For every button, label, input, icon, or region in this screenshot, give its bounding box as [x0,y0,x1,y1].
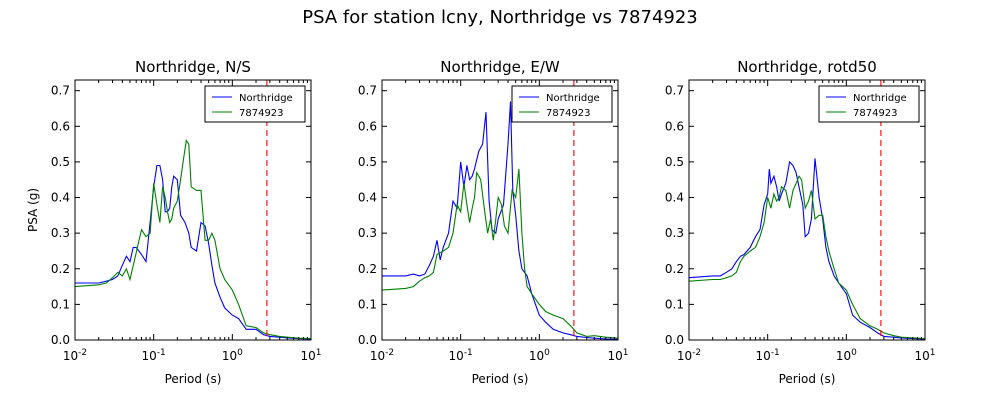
series-line-northridge [75,164,311,340]
y-tick-label: 0.5 [358,155,377,169]
legend: Northridge 7874923 [511,85,613,123]
y-tick-label: 0.0 [358,333,377,347]
chart-panel-2: 0.0 0.1 0.2 0.3 0.4 0.5 0.6 0.7 10-2 10-1 100 101 No… [358,58,629,386]
legend-label: 7874923 [546,108,591,119]
y-tick-label: 0.5 [51,155,70,169]
y-tick-label: 0.0 [51,333,70,347]
x-tick-label: 10-2 [370,348,394,363]
y-tick-label: 0.1 [665,297,684,311]
y-tick-label: 0.2 [665,262,684,276]
legend-box [511,85,613,123]
x-tick-label: 101 [914,348,935,363]
axes-frame [74,79,312,341]
y-tick-label: 0.2 [358,262,377,276]
series-line-7874923 [75,139,311,340]
y-tick-label: 0.4 [51,191,70,205]
y-tick-label: 0.3 [51,226,70,240]
chart-panel-3: 0.0 0.1 0.2 0.3 0.4 0.5 0.6 0.7 10-2 10-1 100 101 No… [665,58,936,386]
y-tick-label: 0.6 [358,119,377,133]
figure-suptitle: PSA for station lcny, Northridge vs 7874… [302,7,698,28]
x-tick-label: 10-2 [63,348,87,363]
chart-panel-1: 0.0 0.1 0.2 0.3 0.4 0.5 0.6 0.7 10-2 10-1 100 101 No… [26,58,322,386]
axes-frame [688,79,926,341]
axes-frame [381,79,619,341]
x-axis-label: Period (s) [165,372,222,386]
x-tick-label: 100 [222,348,243,363]
y-tick-label: 0.4 [665,191,684,205]
x-tick-label: 100 [836,348,857,363]
y-tick-label: 0.2 [51,262,70,276]
y-tick-label: 0.3 [665,226,684,240]
y-tick-label: 0.4 [358,191,377,205]
x-axis-label: Period (s) [472,372,529,386]
legend-label: Northridge [546,93,600,104]
legend-label: Northridge [853,93,907,104]
legend-label: 7874923 [853,108,898,119]
panel-title: Northridge, N/S [135,58,251,76]
y-tick-label: 0.7 [51,84,70,98]
legend: Northridge 7874923 [204,85,306,123]
panel-title: Northridge, rotd50 [737,58,877,76]
series-line-7874923 [689,175,925,340]
y-tick-label: 0.3 [358,226,377,240]
x-tick-label: 10-2 [677,348,701,363]
x-tick-label: 10-1 [449,348,473,363]
y-tick-label: 0.0 [665,333,684,347]
x-tick-label: 100 [529,348,550,363]
x-tick-label: 101 [300,348,321,363]
series-line-7874923 [382,168,618,339]
series-line-northridge [689,158,925,340]
legend-label: 7874923 [239,108,284,119]
x-tick-label: 10-1 [142,348,166,363]
y-tick-label: 0.5 [665,155,684,169]
y-axis-label: PSA (g) [26,188,40,232]
panel-title: Northridge, E/W [440,58,560,76]
y-tick-label: 0.1 [358,297,377,311]
y-tick-label: 0.6 [665,119,684,133]
legend-box [204,85,306,123]
y-tick-label: 0.7 [665,84,684,98]
legend-box [818,85,920,123]
y-tick-label: 0.6 [51,119,70,133]
x-axis-label: Period (s) [779,372,836,386]
legend: Northridge 7874923 [818,85,920,123]
x-tick-label: 10-1 [756,348,780,363]
y-tick-label: 0.7 [358,84,377,98]
series-line-northridge [382,101,618,340]
legend-label: Northridge [239,93,293,104]
x-tick-label: 101 [607,348,628,363]
y-tick-label: 0.1 [51,297,70,311]
